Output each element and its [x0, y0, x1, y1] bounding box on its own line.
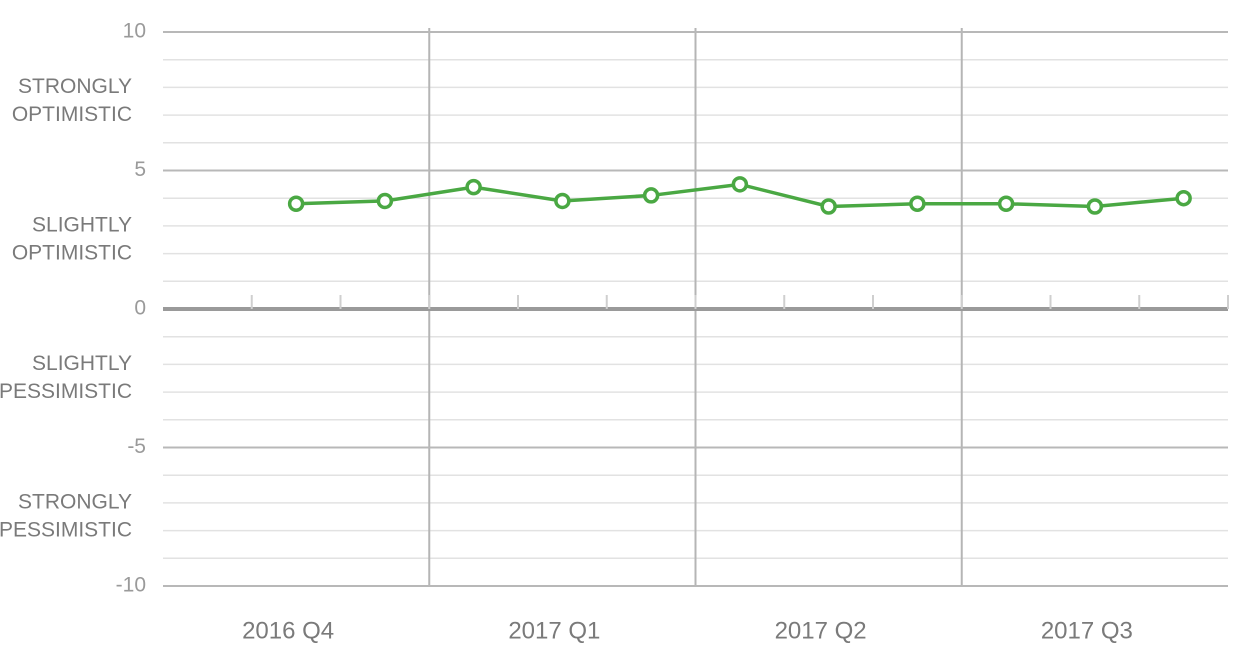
data-point — [820, 198, 837, 215]
band-label: SLIGHTLY — [32, 213, 132, 236]
data-point — [465, 178, 482, 196]
band-label: SLIGHTLY — [32, 352, 132, 375]
band-label: PESSIMISTIC — [0, 380, 132, 403]
band-label: OPTIMISTIC — [12, 241, 132, 264]
band-label: OPTIMISTIC — [12, 103, 132, 126]
data-point — [287, 195, 305, 212]
data-point — [997, 195, 1015, 212]
y-tick-label: -10 — [116, 574, 146, 597]
data-point — [554, 192, 571, 210]
y-tick-label: -5 — [127, 435, 146, 458]
data-point — [1175, 189, 1192, 207]
band-label: STRONGLY — [18, 490, 132, 513]
data-point — [642, 187, 660, 204]
group-label: 2016 Q4 — [242, 617, 334, 644]
data-point — [731, 176, 749, 193]
band-label: STRONGLY — [18, 75, 132, 98]
data-point — [1086, 198, 1104, 215]
band-label: PESSIMISTIC — [0, 518, 132, 541]
y-tick-label: 0 — [134, 297, 146, 320]
y-tick-label: 10 — [123, 20, 146, 43]
group-label: 2017 Q3 — [1041, 617, 1133, 644]
y-tick-label: 5 — [134, 158, 146, 181]
group-label: 2017 Q2 — [775, 617, 867, 644]
data-point — [376, 192, 394, 210]
group-label: 2017 Q1 — [508, 617, 600, 644]
data-point — [909, 195, 926, 212]
